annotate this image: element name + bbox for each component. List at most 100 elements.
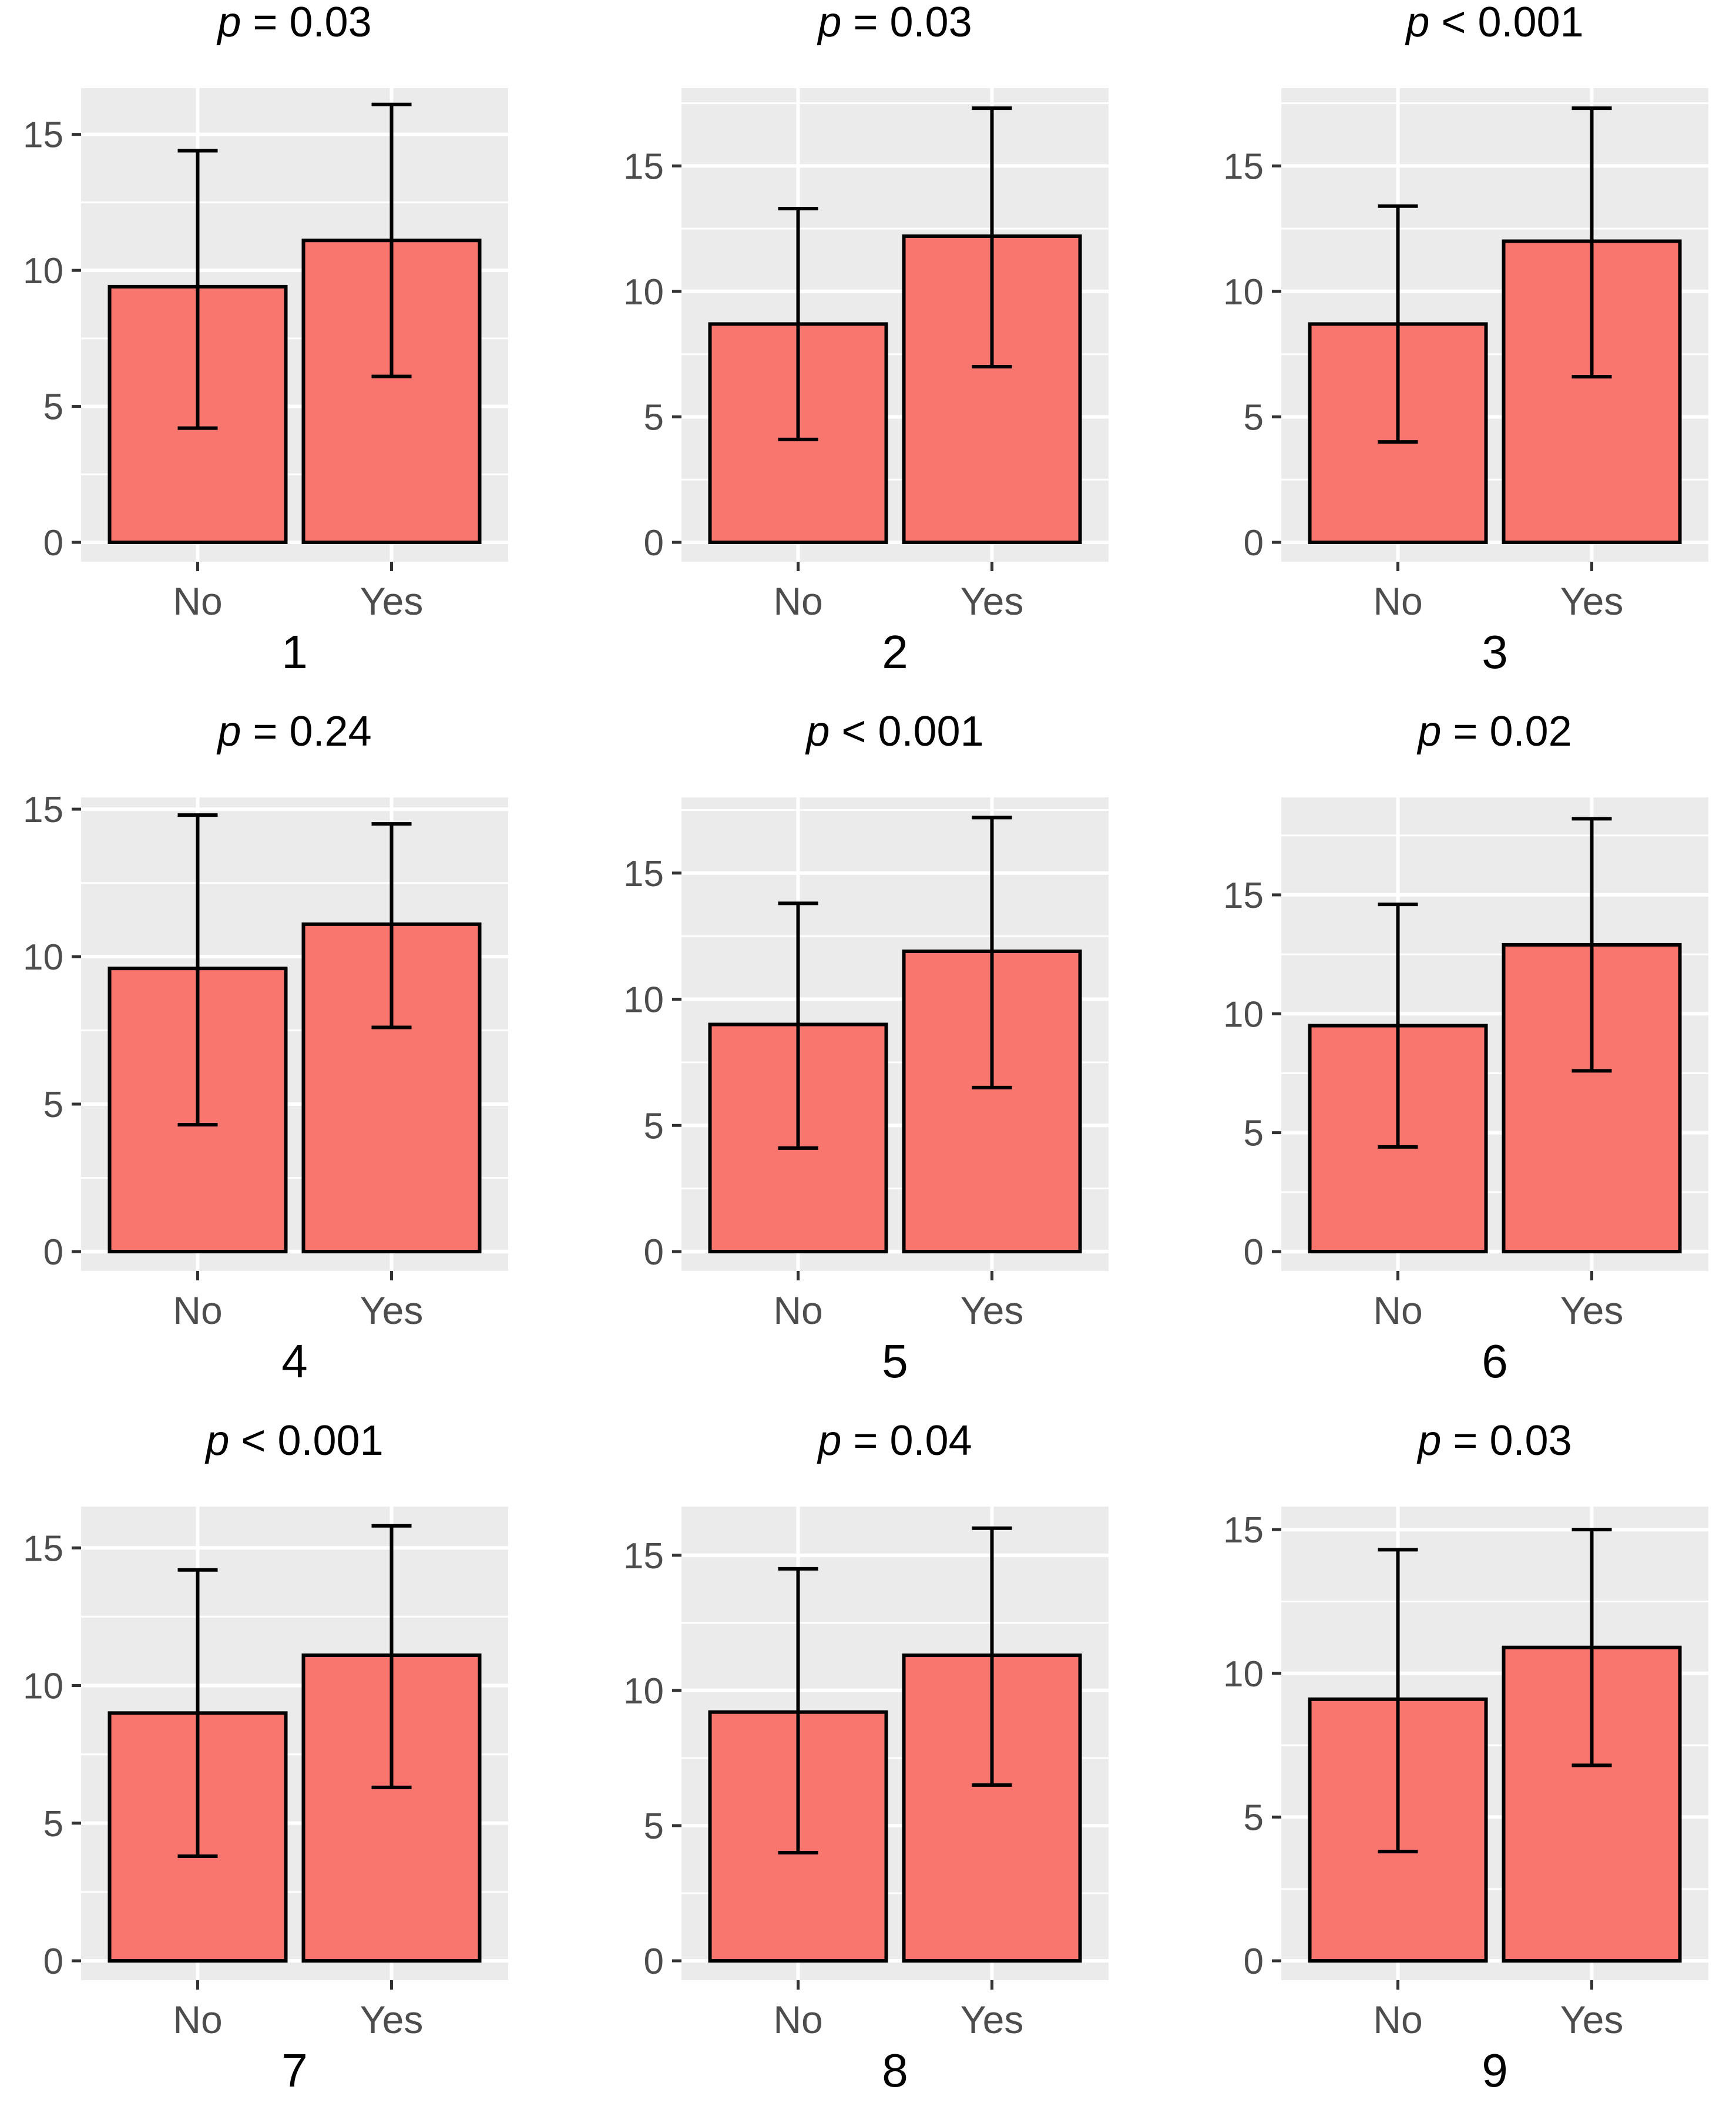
title-p-symbol: p [817, 0, 841, 46]
title-p-value: = 0.03 [1441, 1417, 1572, 1464]
error-bar-yes [972, 1526, 1012, 1787]
x-tick-label-yes: Yes [961, 579, 1024, 623]
chart-panel-7: 0 5 10 15 No Yes p < 0.001 7 [23, 1417, 508, 2097]
y-tick-label: 15 [623, 854, 664, 894]
x-tick-label-no: No [173, 1289, 222, 1332]
title-p-symbol: p [216, 0, 241, 46]
panel-title: p = 0.03 [1416, 1417, 1572, 1464]
y-tick-label: 15 [23, 790, 63, 830]
error-bar-yes [1572, 817, 1612, 1073]
title-p-symbol: p [1405, 0, 1429, 46]
y-tick-label: 5 [43, 1085, 63, 1125]
title-p-value: < 0.001 [1429, 0, 1583, 46]
panel-label: 9 [1482, 2044, 1508, 2097]
y-tick-label: 0 [43, 523, 63, 564]
error-bar-yes [1572, 1528, 1612, 1767]
x-tick-label-no: No [173, 579, 222, 623]
y-tick-label: 10 [23, 937, 63, 978]
error-bar-yes [371, 102, 412, 378]
y-tick-label: 5 [644, 1806, 664, 1847]
x-tick-label-no: No [1373, 1289, 1422, 1332]
title-p-symbol: p [216, 708, 241, 755]
y-tick-label: 0 [1244, 1232, 1264, 1273]
panel-label: 6 [1482, 1335, 1508, 1387]
chart-panel-6: 0 5 10 15 No Yes p = 0.02 6 [1223, 708, 1708, 1387]
x-tick-label-no: No [173, 1998, 222, 2041]
y-tick-label: 15 [23, 1528, 63, 1569]
error-bar-no [778, 901, 818, 1150]
panel-label: 8 [882, 2044, 908, 2097]
error-bar-yes [371, 1524, 412, 1789]
y-tick-label: 15 [623, 146, 664, 187]
x-tick-label-no: No [773, 1289, 822, 1332]
y-tick-label: 0 [644, 1232, 664, 1273]
error-bar-no [177, 149, 218, 430]
x-tick-label-yes: Yes [360, 1289, 424, 1332]
panel-label: 5 [882, 1335, 908, 1387]
y-tick-label: 15 [623, 1536, 664, 1577]
error-bar-no [177, 1568, 218, 1858]
y-tick-label: 10 [23, 251, 63, 291]
x-tick-label-yes: Yes [961, 1998, 1024, 2041]
title-p-symbol: p [204, 1417, 229, 1464]
x-tick-label-yes: Yes [1560, 1289, 1624, 1332]
x-tick-label-yes: Yes [961, 1289, 1024, 1332]
title-p-value: = 0.02 [1441, 708, 1572, 755]
title-p-value: < 0.001 [830, 708, 983, 755]
y-tick-label: 15 [23, 115, 63, 156]
error-bar-no [778, 1567, 818, 1854]
x-tick-label-yes: Yes [360, 579, 424, 623]
title-p-symbol: p [817, 1417, 841, 1464]
title-p-value: < 0.001 [229, 1417, 383, 1464]
y-tick-label: 5 [1244, 1113, 1264, 1154]
y-tick-label: 15 [1223, 1510, 1264, 1551]
title-p-value: = 0.03 [241, 0, 371, 46]
x-tick-label-no: No [1373, 579, 1422, 623]
y-tick-label: 15 [1223, 876, 1264, 916]
x-tick-label-no: No [773, 579, 822, 623]
chart-panel-1: 0 5 10 15 No Yes p = 0.03 1 [23, 0, 508, 678]
error-bar-no [1378, 204, 1418, 444]
y-tick-label: 5 [43, 387, 63, 428]
y-tick-label: 10 [23, 1666, 63, 1707]
panel-label: 7 [281, 2044, 308, 2097]
chart-panel-4: 0 5 10 15 No Yes p = 0.24 4 [23, 708, 508, 1387]
panel-label: 3 [1482, 626, 1508, 678]
x-tick-label-yes: Yes [1560, 579, 1624, 623]
chart-panel-2: 0 5 10 15 No Yes p = 0.03 2 [623, 0, 1109, 678]
y-tick-label: 5 [644, 397, 664, 438]
y-tick-label: 10 [623, 1671, 664, 1712]
title-p-symbol: p [1416, 1417, 1441, 1464]
error-bar-no [177, 813, 218, 1127]
panel-label: 2 [882, 626, 908, 678]
x-tick-label-yes: Yes [360, 1998, 424, 2041]
y-tick-label: 0 [644, 523, 664, 564]
y-tick-label: 5 [1244, 397, 1264, 438]
panel-title: p = 0.03 [216, 0, 371, 46]
panel-label: 4 [281, 1335, 308, 1387]
chart-panel-9: 0 5 10 15 No Yes p = 0.03 9 [1223, 1417, 1708, 2097]
panel-title: p < 0.001 [204, 1417, 383, 1464]
error-bar-yes [972, 106, 1012, 369]
panel-title: p < 0.001 [1405, 0, 1583, 46]
y-tick-label: 10 [623, 272, 664, 313]
y-tick-label: 0 [1244, 523, 1264, 564]
chart-panel-5: 0 5 10 15 No Yes p < 0.001 5 [623, 708, 1109, 1387]
panel-title: p = 0.02 [1416, 708, 1572, 755]
error-bar-yes [1572, 106, 1612, 379]
y-tick-label: 0 [43, 1941, 63, 1982]
error-bar-no [778, 206, 818, 441]
chart-panel-3: 0 5 10 15 No Yes p < 0.001 3 [1223, 0, 1708, 678]
title-p-symbol: p [805, 708, 830, 755]
y-tick-label: 10 [1223, 272, 1264, 313]
panel-title: p = 0.04 [817, 1417, 972, 1464]
title-p-value: = 0.04 [841, 1417, 972, 1464]
title-p-value: = 0.24 [241, 708, 371, 755]
y-tick-label: 10 [1223, 1654, 1264, 1695]
title-p-symbol: p [1416, 708, 1441, 755]
chart-panel-8: 0 5 10 15 No Yes p = 0.04 8 [623, 1417, 1109, 2097]
x-tick-label-no: No [773, 1998, 822, 2041]
error-bar-yes [371, 822, 412, 1029]
y-tick-label: 10 [1223, 994, 1264, 1035]
